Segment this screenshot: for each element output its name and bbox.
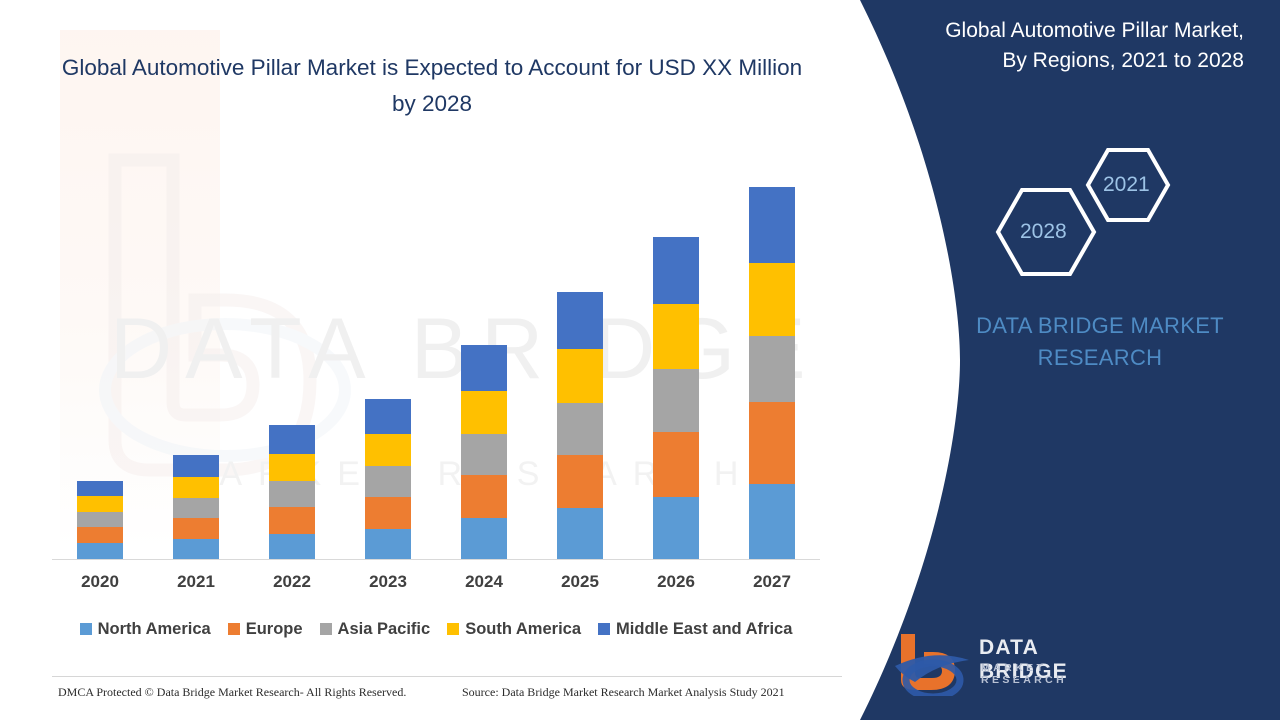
bar-segment-middle-east-and-africa[interactable]	[653, 237, 699, 304]
bar-segment-south-america[interactable]	[557, 349, 603, 403]
legend-label: North America	[97, 619, 211, 638]
bar-2020[interactable]	[77, 481, 123, 560]
legend-label: Europe	[245, 619, 303, 638]
bar-segment-south-america[interactable]	[461, 391, 507, 434]
bar-segment-middle-east-and-africa[interactable]	[77, 481, 123, 496]
brand-name: DATA BRIDGE MARKET RESEARCH	[940, 310, 1260, 374]
bar-segment-south-america[interactable]	[269, 454, 315, 481]
bar-segment-middle-east-and-africa[interactable]	[749, 187, 795, 263]
x-axis-label-2021: 2021	[177, 572, 215, 591]
bar-segment-middle-east-and-africa[interactable]	[173, 455, 219, 477]
bar-2025[interactable]	[557, 292, 603, 560]
bar-segment-europe[interactable]	[557, 455, 603, 508]
bar-segment-south-america[interactable]	[77, 496, 123, 512]
hex-badge-label-2021: 2021	[1103, 173, 1150, 196]
legend-label: South America	[465, 619, 582, 638]
bar-segment-north-america[interactable]	[365, 529, 411, 560]
legend-item-north-america[interactable]: North America	[79, 619, 211, 639]
legend-swatch-icon	[79, 623, 92, 635]
bar-segment-europe[interactable]	[749, 402, 795, 484]
bar-2027[interactable]	[749, 187, 795, 560]
bar-segment-asia-pacific[interactable]	[173, 498, 219, 518]
bar-segment-asia-pacific[interactable]	[77, 512, 123, 527]
bar-segment-south-america[interactable]	[365, 434, 411, 466]
x-axis-label-2025: 2025	[561, 572, 599, 591]
x-axis-label-2026: 2026	[657, 572, 695, 591]
bar-segment-europe[interactable]	[461, 475, 507, 518]
chart-title: Global Automotive Pillar Market is Expec…	[61, 55, 803, 116]
bar-segment-south-america[interactable]	[749, 263, 795, 336]
bar-segment-north-america[interactable]	[77, 543, 123, 560]
bar-segment-europe[interactable]	[173, 518, 219, 539]
bar-segment-middle-east-and-africa[interactable]	[461, 345, 507, 391]
bar-segment-europe[interactable]	[269, 507, 315, 534]
data-bridge-mark-icon	[895, 634, 969, 701]
chart-legend: North America Europe Asia Pacific South Ame…	[52, 616, 820, 642]
bar-segment-north-america[interactable]	[173, 539, 219, 560]
hex-badge-label-2028: 2028	[1020, 220, 1067, 243]
legend-swatch-icon	[227, 623, 240, 635]
bar-2024[interactable]	[461, 345, 507, 560]
bar-segment-asia-pacific[interactable]	[557, 403, 603, 455]
bar-segment-asia-pacific[interactable]	[653, 369, 699, 432]
bar-segment-middle-east-and-africa[interactable]	[557, 292, 603, 349]
logo-sub-text: MARKET RESEARCH	[981, 662, 1068, 686]
hex-2021-shape	[1085, 148, 1171, 222]
x-axis-labels: 2020 2021 2022 2023 2024 2025 2026 2027	[52, 572, 820, 602]
bar-segment-south-america[interactable]	[173, 477, 219, 498]
x-axis-label-2027: 2027	[753, 572, 791, 591]
bar-2023[interactable]	[365, 399, 411, 560]
bar-2021[interactable]	[173, 455, 219, 560]
bar-2026[interactable]	[653, 237, 699, 560]
bar-segment-north-america[interactable]	[557, 508, 603, 560]
legend-item-europe[interactable]: Europe	[227, 619, 303, 639]
bar-segment-europe[interactable]	[365, 497, 411, 529]
brand-line-1: DATA BRIDGE MARKET	[976, 313, 1224, 338]
legend-label: Middle East and Africa	[616, 619, 793, 638]
legend-swatch-icon	[598, 623, 611, 635]
x-axis-label-2022: 2022	[273, 572, 311, 591]
hex-badge-shapes	[995, 148, 1171, 276]
legend-label: Asia Pacific	[337, 619, 431, 638]
hex-2028-shape	[995, 188, 1097, 276]
bar-segment-north-america[interactable]	[653, 497, 699, 560]
hex-badge-group: 2021 2028	[990, 140, 1190, 280]
bar-segment-europe[interactable]	[77, 527, 123, 543]
logo-block: DATA BRIDGE MARKET RESEARCH	[893, 630, 1123, 701]
legend-swatch-icon	[447, 623, 460, 635]
x-axis-line	[52, 559, 820, 560]
bar-segment-north-america[interactable]	[461, 518, 507, 560]
footer-source: Source: Data Bridge Market Research Mark…	[462, 685, 785, 699]
bar-2022[interactable]	[269, 425, 315, 560]
x-axis-label-2024: 2024	[465, 572, 503, 591]
footer-copyright: DMCA Protected © Data Bridge Market Rese…	[58, 685, 407, 699]
footer-divider	[52, 676, 842, 677]
bar-segment-europe[interactable]	[653, 432, 699, 497]
bar-segment-asia-pacific[interactable]	[365, 466, 411, 497]
legend-item-south-america[interactable]: South America	[447, 620, 581, 639]
chart-panel: DATA BRIDGE MARKET RESEARCH Global Autom…	[52, 30, 842, 699]
panel-title: Global Automotive Pillar Market, By Regi…	[945, 19, 1244, 72]
chart-plot-area	[52, 150, 820, 560]
x-axis-label-2023: 2023	[369, 572, 407, 591]
x-axis-label-2020: 2020	[81, 572, 119, 591]
legend-item-asia-pacific[interactable]: Asia Pacific	[319, 619, 431, 639]
brand-line-2: RESEARCH	[1037, 345, 1163, 370]
bar-segment-north-america[interactable]	[269, 534, 315, 560]
bar-segment-asia-pacific[interactable]	[269, 481, 315, 507]
navy-wedge-background	[860, 0, 1280, 720]
bar-segment-north-america[interactable]	[749, 484, 795, 560]
bar-segment-asia-pacific[interactable]	[749, 336, 795, 402]
legend-swatch-icon	[319, 623, 332, 635]
bar-segment-south-america[interactable]	[653, 304, 699, 369]
bar-segment-middle-east-and-africa[interactable]	[365, 399, 411, 434]
bar-segment-middle-east-and-africa[interactable]	[269, 425, 315, 454]
logo-main-text: DATA BRIDGE	[979, 636, 1068, 683]
bar-segment-asia-pacific[interactable]	[461, 434, 507, 475]
legend-item-middle-east-and-africa[interactable]: Middle East and Africa	[598, 620, 792, 639]
right-panel: Global Automotive Pillar Market, By Regi…	[880, 0, 1280, 720]
